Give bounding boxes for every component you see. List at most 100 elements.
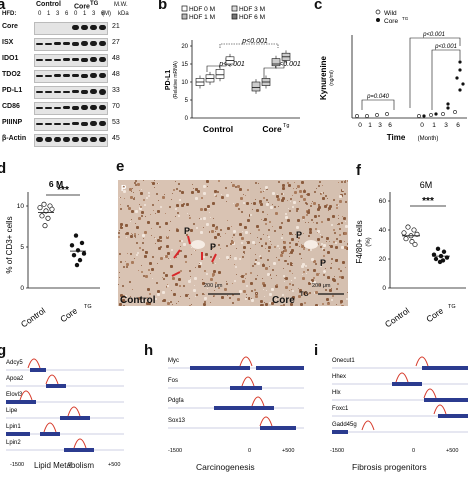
blot-band	[36, 137, 43, 142]
tissue-speck	[203, 185, 206, 188]
tissue-speck	[245, 195, 246, 196]
c-xtick: 0	[358, 122, 362, 129]
tissue-speck	[145, 251, 146, 252]
tissue-speck	[318, 305, 319, 306]
tissue-speck	[330, 245, 333, 248]
tissue-speck	[163, 272, 165, 274]
tissue-speck	[269, 239, 270, 240]
tissue-speck	[218, 287, 220, 289]
tissue-speck	[271, 288, 274, 291]
tissue-speck	[193, 188, 194, 189]
tissue-speck	[203, 227, 204, 228]
tissue-speck	[332, 215, 335, 218]
tissue-speck	[122, 285, 124, 287]
tissue-speck	[326, 298, 329, 301]
tissue-speck	[278, 206, 279, 207]
tissue-speck	[193, 289, 196, 292]
tissue-speck	[190, 276, 191, 277]
tissue-speck	[283, 268, 284, 269]
tissue-speck	[165, 274, 168, 277]
tissue-speck	[303, 292, 306, 295]
tissue-speck	[341, 305, 344, 306]
d-point-core	[75, 248, 81, 253]
tissue-speck	[197, 190, 200, 193]
f-yticks: 0 20 40 60	[379, 198, 390, 292]
tissue-speck	[232, 294, 234, 296]
tissue-speck	[172, 193, 173, 194]
tissue-speck	[141, 215, 143, 217]
tissue-speck	[310, 249, 312, 251]
tissue-speck	[259, 242, 260, 243]
tissue-speck	[299, 246, 300, 247]
tissue-speck	[162, 196, 165, 199]
tissue-speck	[328, 302, 329, 303]
tissue-speck	[231, 241, 234, 244]
tissue-speck	[281, 193, 283, 195]
blot-band	[54, 58, 61, 61]
panel-i-tracks: -1500 0 +500 Onecut1 Hhex Hlx Foxc1 Gadd45g	[330, 356, 468, 454]
tissue-speck	[340, 300, 343, 303]
tissue-speck	[157, 290, 160, 293]
tissue-speck	[291, 238, 294, 241]
tissue-speck	[131, 261, 134, 264]
peak-curve	[27, 358, 41, 369]
panel-g-letter: g	[0, 342, 7, 359]
tissue-speck	[290, 262, 292, 264]
tissue-speck	[335, 259, 338, 262]
tissue-speck	[316, 273, 319, 276]
d-point-core	[73, 233, 79, 238]
tissue-speck	[270, 206, 273, 209]
tissue-speck	[241, 242, 243, 244]
tissue-speck	[260, 203, 263, 206]
tissue-speck	[317, 238, 320, 241]
tissue-speck	[274, 246, 276, 248]
gene-body	[392, 382, 422, 386]
tissue-speck	[255, 244, 256, 245]
tissue-speck	[263, 263, 264, 264]
tissue-speck	[311, 219, 313, 221]
tissue-speck	[189, 215, 190, 216]
gene-body	[260, 426, 296, 430]
tissue-speck	[310, 281, 312, 283]
tissue-speck	[156, 222, 159, 225]
tissue-speck	[220, 229, 222, 231]
panel-d-chart: 6 M 0 5 10 % of CD3+ cells *** Control Cor…	[5, 179, 100, 329]
blot-band	[99, 73, 106, 78]
blot-band	[81, 25, 88, 30]
tissue-speck	[292, 206, 294, 208]
c-xtick: 3	[378, 122, 382, 129]
tissue-speck	[300, 303, 303, 306]
tissue-speck	[172, 304, 173, 305]
tissue-speck	[208, 207, 210, 209]
tissue-speck	[152, 182, 155, 185]
tissue-speck	[183, 285, 185, 287]
tissue-speck	[163, 299, 166, 302]
tissue-speck	[294, 182, 295, 183]
tissue-speck	[176, 303, 177, 304]
tissue-speck	[154, 237, 155, 238]
tissue-speck	[283, 304, 285, 306]
tissue-speck	[281, 252, 282, 253]
tissue-speck	[170, 259, 171, 260]
peak-curve	[395, 372, 409, 383]
tissue-speck	[168, 258, 169, 259]
micro-label-core-sup: TG	[300, 292, 309, 298]
tissue-speck	[268, 250, 270, 252]
tissue-speck	[347, 180, 348, 182]
tissue-speck	[288, 184, 291, 187]
c-bracket-2	[409, 37, 461, 108]
tissue-speck	[335, 242, 337, 244]
tissue-speck	[152, 256, 154, 258]
tissue-speck	[212, 262, 214, 264]
tissue-speck	[268, 246, 271, 249]
tissue-speck	[321, 192, 323, 194]
tissue-speck	[247, 189, 249, 191]
tissue-speck	[331, 299, 333, 301]
h-xtick-0: -1500	[168, 448, 182, 454]
tissue-speck	[276, 257, 277, 258]
tissue-speck	[333, 279, 336, 282]
tissue-speck	[124, 198, 125, 199]
g-xtick-2: +500	[108, 462, 120, 468]
tissue-speck	[294, 191, 297, 194]
